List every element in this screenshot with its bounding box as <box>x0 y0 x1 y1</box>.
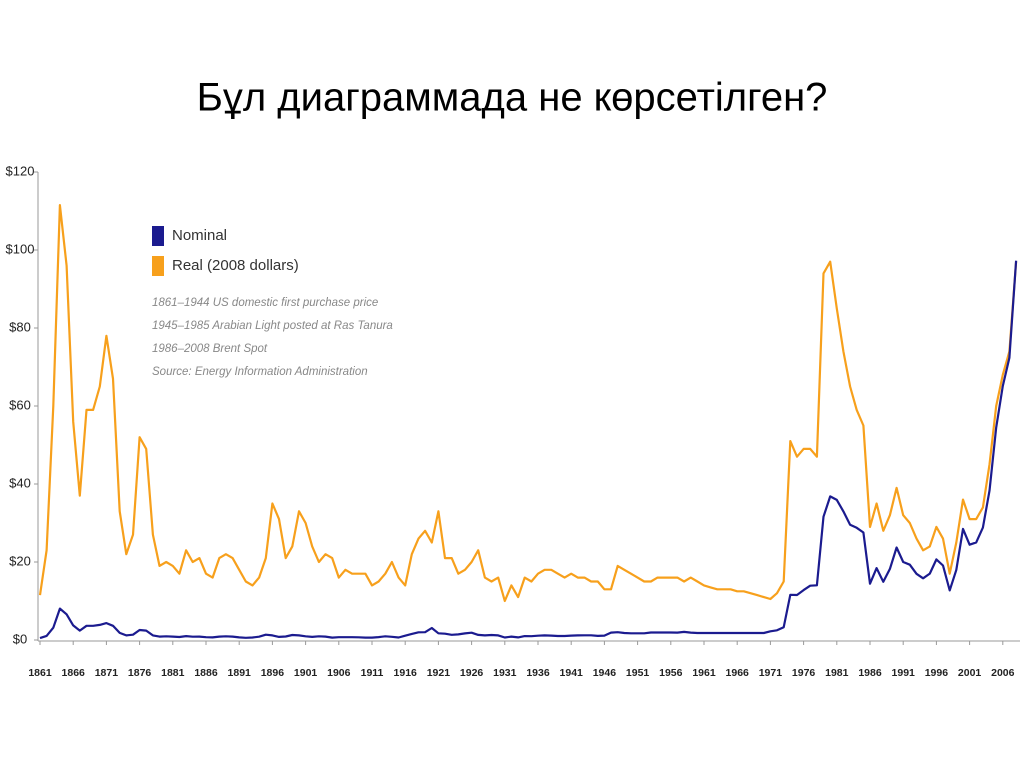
x-tick-label: 1861 <box>28 667 52 679</box>
x-tick-label: 1906 <box>327 667 351 679</box>
chart-note: Source: Energy Information Administratio… <box>152 366 368 378</box>
y-tick-label: $0 <box>13 631 27 646</box>
x-tick-label: 1926 <box>460 667 484 679</box>
x-tick-label: 1981 <box>825 667 849 679</box>
legend-label: Real (2008 dollars) <box>172 257 299 274</box>
x-tick-label: 1931 <box>493 667 517 679</box>
x-tick-label: 1921 <box>427 667 451 679</box>
y-tick-label: $20 <box>9 553 31 568</box>
x-tick-label: 1961 <box>692 667 716 679</box>
legend-swatch <box>152 256 164 276</box>
x-tick-label: 1941 <box>560 667 584 679</box>
legend-swatch <box>152 226 164 246</box>
x-tick-label: 1866 <box>62 667 86 679</box>
legend-label: Nominal <box>172 227 227 244</box>
x-tick-label: 2006 <box>991 667 1015 679</box>
x-tick-label: 1936 <box>526 667 550 679</box>
series-line <box>39 260 1018 640</box>
x-tick-label: 1956 <box>659 667 683 679</box>
y-tick-label: $40 <box>9 475 31 490</box>
x-tick-label: 1916 <box>394 667 418 679</box>
x-tick-label: 1966 <box>726 667 750 679</box>
y-tick-label: $80 <box>9 319 31 334</box>
y-tick-label: $120 <box>6 163 35 178</box>
x-tick-label: 1876 <box>128 667 152 679</box>
x-tick-label: 1896 <box>261 667 285 679</box>
chart-note: 1945–1985 Arabian Light posted at Ras Ta… <box>152 320 393 332</box>
x-tick-label: 1886 <box>194 667 218 679</box>
x-tick-label: 1911 <box>361 667 384 679</box>
x-tick-label: 1986 <box>858 667 882 679</box>
x-tick-label: 1946 <box>593 667 617 679</box>
chart-note: 1986–2008 Brent Spot <box>152 343 268 355</box>
x-tick-label: 2001 <box>958 667 982 679</box>
x-tick-label: 1951 <box>626 667 650 679</box>
x-tick-label: 1881 <box>161 667 185 679</box>
x-tick-label: 1976 <box>792 667 816 679</box>
x-tick-label: 1891 <box>228 667 252 679</box>
x-tick-label: 1991 <box>892 667 916 679</box>
slide-title: Бұл диаграммада не көрсетілген? <box>197 76 828 120</box>
x-tick-label: 1971 <box>759 667 783 679</box>
chart-note: 1861–1944 US domestic first purchase pri… <box>152 297 378 309</box>
series-line <box>38 204 1018 603</box>
x-tick-label: 1901 <box>294 667 318 679</box>
y-tick-label: $60 <box>9 397 31 412</box>
x-tick-label: 1996 <box>925 667 949 679</box>
y-tick-label: $100 <box>6 241 35 256</box>
x-tick-label: 1871 <box>95 667 119 679</box>
